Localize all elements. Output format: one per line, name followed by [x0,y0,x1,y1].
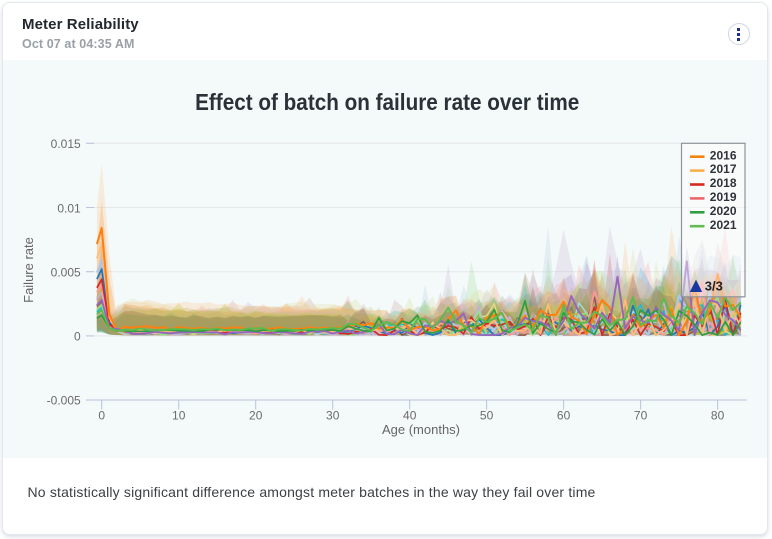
svg-text:30: 30 [326,408,340,422]
svg-text:10: 10 [172,408,186,422]
svg-text:2020: 2020 [710,204,737,218]
svg-text:2021: 2021 [710,218,737,232]
svg-text:0: 0 [98,408,105,422]
svg-text:20: 20 [249,408,263,422]
svg-text:2019: 2019 [710,190,737,204]
svg-text:50: 50 [480,408,494,422]
svg-text:-0.005: -0.005 [47,393,81,407]
svg-text:70: 70 [634,408,648,422]
svg-text:80: 80 [711,408,725,422]
svg-text:0: 0 [74,330,81,344]
svg-text:0.005: 0.005 [51,266,81,280]
svg-text:3/3: 3/3 [705,279,723,294]
svg-text:0.01: 0.01 [57,201,81,215]
svg-text:40: 40 [403,408,417,422]
svg-text:2018: 2018 [710,176,737,190]
svg-text:Age (months): Age (months) [382,422,460,437]
svg-text:60: 60 [557,408,571,422]
svg-text:2017: 2017 [710,162,737,176]
svg-text:Failure rate: Failure rate [21,237,36,303]
svg-text:2016: 2016 [710,148,737,162]
svg-text:0.015: 0.015 [51,137,81,151]
